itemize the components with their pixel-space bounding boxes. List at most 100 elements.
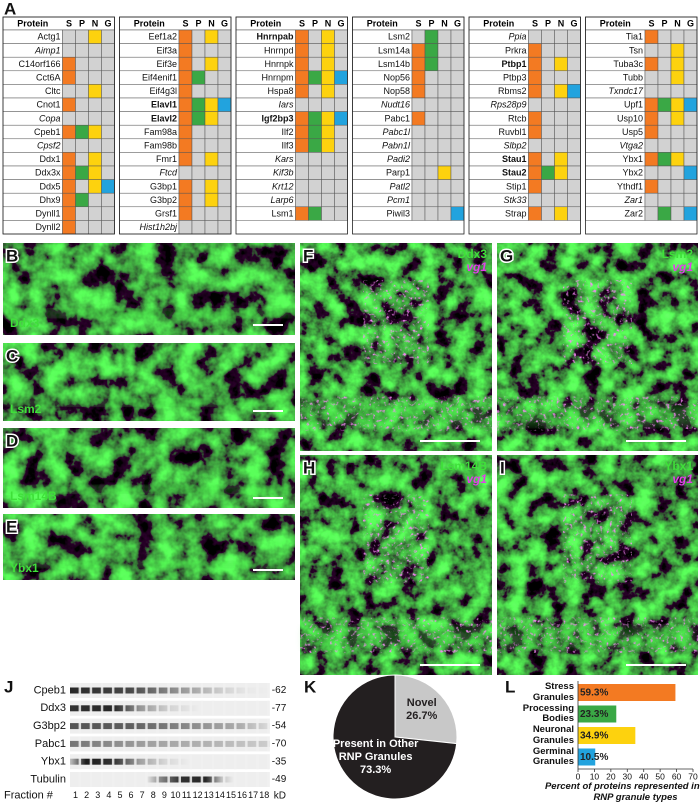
granule-cell-S — [295, 111, 309, 126]
granule-cell-empty — [450, 111, 465, 126]
granule-cell-empty — [670, 192, 685, 208]
panel-letter: J — [4, 677, 13, 696]
protein-name: Tuba3c — [613, 59, 643, 69]
rna-clump — [363, 280, 429, 364]
column-header: G — [221, 18, 228, 28]
protein-name: Aimp1 — [34, 45, 61, 55]
granule-cell-empty — [541, 29, 555, 44]
column-header: S — [66, 18, 72, 28]
granule-cell-N — [670, 43, 685, 58]
protein-name: Nop58 — [383, 86, 410, 96]
panel-letter: I — [500, 458, 505, 477]
granule-cell-empty — [411, 152, 426, 167]
fraction-number: 16 — [237, 790, 247, 800]
slice-label: Present in Other RNP Granules 73.3% — [321, 738, 431, 777]
bar — [578, 748, 596, 766]
value-label: 10.5% — [580, 752, 608, 763]
granule-cell-empty — [88, 192, 102, 208]
fraction-label: Fraction # — [4, 790, 54, 802]
granule-cell-empty — [437, 70, 452, 85]
granule-cell-empty — [101, 70, 115, 85]
granule-cell-empty — [308, 97, 322, 112]
column-header: N — [441, 18, 448, 28]
granule-cell-empty — [450, 43, 465, 58]
column-header: Protein — [600, 18, 631, 28]
column-header: Protein — [250, 18, 281, 28]
protein-name: Elavl1 — [151, 100, 177, 110]
granule-cell-S — [178, 43, 193, 58]
protein-name: Pabc1 — [384, 113, 410, 123]
granule-cell-empty — [567, 192, 581, 208]
granule-cell-S — [295, 206, 309, 221]
rna-band — [497, 617, 698, 653]
protein-name: Eif4enif1 — [142, 72, 177, 82]
granule-cell-empty — [554, 70, 568, 85]
granule-cell-empty — [217, 206, 232, 221]
granule-cell-empty — [450, 84, 465, 99]
granule-cell-empty — [528, 138, 542, 153]
protein-name: Ilf2 — [281, 127, 293, 137]
granule-cell-empty — [191, 43, 206, 58]
granule-cell-S — [178, 29, 193, 44]
granule-cell-empty — [554, 192, 568, 208]
granule-cell-N — [88, 84, 102, 99]
stain-label: Ddx3 — [458, 247, 488, 261]
granule-cell-S — [528, 206, 542, 221]
granule-cell-empty — [191, 220, 206, 235]
fraction-number: 18 — [259, 790, 269, 800]
granule-cell-empty — [295, 97, 309, 112]
granule-cell-empty — [411, 206, 426, 221]
granule-cell-empty — [217, 56, 232, 72]
granule-cell-empty — [450, 192, 465, 208]
granule-cell-S — [644, 124, 659, 140]
value-label: 34.9% — [580, 731, 608, 742]
category-label: Germinal Granules — [532, 745, 574, 767]
granule-cell-S — [528, 43, 542, 58]
column-header: S — [648, 18, 654, 28]
column-header: G — [687, 18, 694, 28]
granule-cell-S — [62, 70, 76, 85]
protein-name: Eif3a — [156, 45, 177, 55]
granule-cell-empty — [670, 165, 685, 180]
granule-cell-empty — [657, 179, 672, 194]
column-header: S — [415, 18, 421, 28]
protein-name: Lsm14a — [378, 45, 410, 55]
granule-cell-empty — [554, 179, 568, 194]
granule-cell-empty — [644, 70, 659, 85]
granule-cell-empty — [567, 29, 581, 44]
column-header: N — [558, 18, 565, 28]
granule-cell-empty — [670, 206, 685, 221]
granule-cell-empty — [308, 29, 322, 44]
protein-name: Rbms2 — [498, 86, 527, 96]
granule-cell-empty — [424, 97, 439, 112]
granule-cell-S — [411, 84, 426, 99]
probe-label: vg1 — [672, 260, 693, 274]
granule-cell-empty — [204, 138, 219, 153]
protein-name: Dynll1 — [35, 208, 60, 218]
granule-cell-S — [644, 29, 659, 44]
granule-cell-empty — [62, 84, 76, 99]
protein-name: Hist1h2bj — [139, 222, 178, 232]
granule-cell-empty — [308, 179, 322, 194]
protein-name: Fmr1 — [156, 154, 177, 164]
protein-name: Stau1 — [502, 154, 527, 164]
granule-cell-P — [191, 111, 206, 126]
protein-name: Ybx2 — [622, 168, 643, 178]
granule-cell-empty — [217, 192, 232, 208]
column-header: P — [312, 18, 318, 28]
stain-label: Lsm14B — [440, 459, 487, 473]
column-header: P — [428, 18, 434, 28]
granule-cell-N — [321, 124, 335, 140]
granule-cell-empty — [644, 192, 659, 208]
granule-cell-P — [75, 165, 89, 180]
granule-cell-empty — [75, 111, 89, 126]
granule-cell-S — [411, 70, 426, 85]
granule-cell-empty — [308, 43, 322, 58]
granule-cell-empty — [295, 192, 309, 208]
granule-cell-empty — [424, 206, 439, 221]
granule-cell-empty — [334, 206, 348, 221]
granule-cell-S — [295, 124, 309, 140]
protein-name: Krt12 — [272, 181, 294, 191]
probe-label: vg1 — [466, 472, 487, 486]
